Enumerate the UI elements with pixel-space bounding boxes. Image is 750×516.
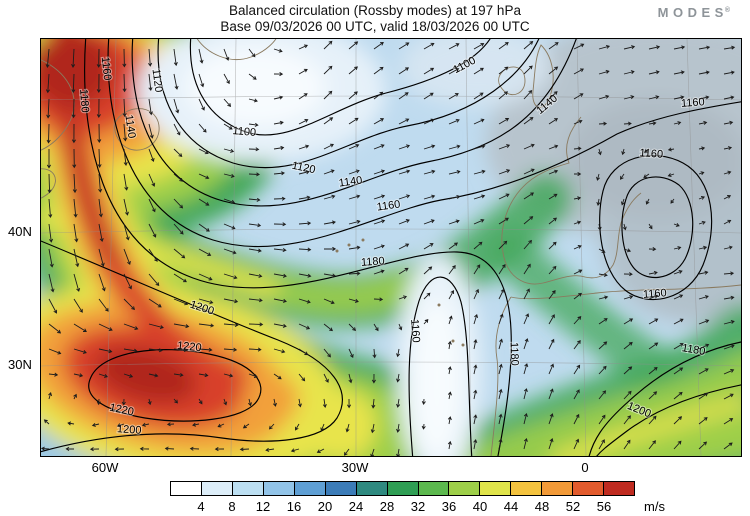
contour-label: 1160 bbox=[639, 147, 663, 161]
colorbar-cell bbox=[325, 482, 357, 495]
contour-label: 1120 bbox=[150, 68, 165, 93]
contour-label: 1180 bbox=[681, 342, 706, 358]
contour-label: 1220 bbox=[177, 340, 203, 354]
colorbar-cell bbox=[573, 482, 605, 495]
contour-label: 1180 bbox=[77, 89, 91, 113]
colorbar-cell bbox=[232, 482, 264, 495]
contour-label: 1180 bbox=[361, 255, 385, 269]
colorbar-tick-label: 56 bbox=[596, 499, 612, 514]
lat-label-30n: 30N bbox=[8, 357, 32, 372]
wind-arrows bbox=[40, 40, 736, 458]
modes-logo-text: MODES bbox=[657, 5, 728, 20]
colorbar-cell bbox=[542, 482, 574, 495]
contour-label: 1140 bbox=[122, 114, 137, 139]
colorbar-unit: m/s bbox=[644, 499, 665, 514]
colorbar-cell bbox=[356, 482, 388, 495]
colorbar-cell bbox=[449, 482, 481, 495]
colorbar bbox=[170, 481, 635, 496]
colorbar-tick-label: 4 bbox=[197, 499, 205, 514]
contour-label: 1180 bbox=[508, 342, 521, 366]
lon-label-30w: 30W bbox=[341, 460, 369, 475]
colorbar-cell bbox=[171, 482, 202, 495]
registered-mark: ® bbox=[724, 6, 730, 14]
colorbar-cell bbox=[263, 482, 295, 495]
colorbar-tick-label: 16 bbox=[286, 499, 302, 514]
colorbar-tick-label: 24 bbox=[348, 499, 364, 514]
colorbar-tick-label: 12 bbox=[255, 499, 271, 514]
colorbar-cell bbox=[480, 482, 512, 495]
colorbar-tick-label: 28 bbox=[379, 499, 395, 514]
colorbar-cell bbox=[387, 482, 419, 495]
colorbar-tick-label: 20 bbox=[317, 499, 333, 514]
colorbar-tick-label: 48 bbox=[534, 499, 550, 514]
contour-label: 1100 bbox=[232, 125, 257, 139]
lon-label-60w: 60W bbox=[91, 460, 119, 475]
wind-arrow-glyphs bbox=[40, 40, 736, 458]
graticule bbox=[40, 38, 742, 457]
contour-lines bbox=[35, 33, 747, 462]
contour-label: 1160 bbox=[376, 198, 401, 213]
contour-label: 1160 bbox=[643, 287, 667, 301]
colorbar-tick-label: 36 bbox=[441, 499, 457, 514]
colorbar-cell bbox=[418, 482, 450, 495]
colorbar-cell bbox=[604, 482, 635, 495]
lon-label-0: 0 bbox=[581, 460, 589, 475]
contour-label: 1160 bbox=[408, 319, 422, 343]
lat-label-40n: 40N bbox=[8, 224, 32, 239]
contour-label: 1140 bbox=[338, 174, 363, 189]
modes-logo: MODES® bbox=[658, 5, 730, 20]
colorbar-tick-label: 52 bbox=[565, 499, 581, 514]
colorbar-tick-label: 8 bbox=[228, 499, 236, 514]
chart-title: Balanced circulation (Rossby modes) at 1… bbox=[229, 3, 521, 18]
chart-subtitle: Base 09/03/2026 00 UTC, valid 18/03/2026… bbox=[220, 19, 530, 34]
colorbar-tick-label: 40 bbox=[472, 499, 488, 514]
coastlines bbox=[38, 36, 742, 457]
colorbar-tick-label: 44 bbox=[503, 499, 519, 514]
colorbar-cell bbox=[294, 482, 326, 495]
contour-label: 1160 bbox=[99, 56, 113, 81]
colorbar-cell bbox=[511, 482, 543, 495]
colorbar-cell bbox=[201, 482, 233, 495]
colorbar-tick-label: 32 bbox=[410, 499, 426, 514]
contour-label: 1200 bbox=[117, 423, 142, 437]
